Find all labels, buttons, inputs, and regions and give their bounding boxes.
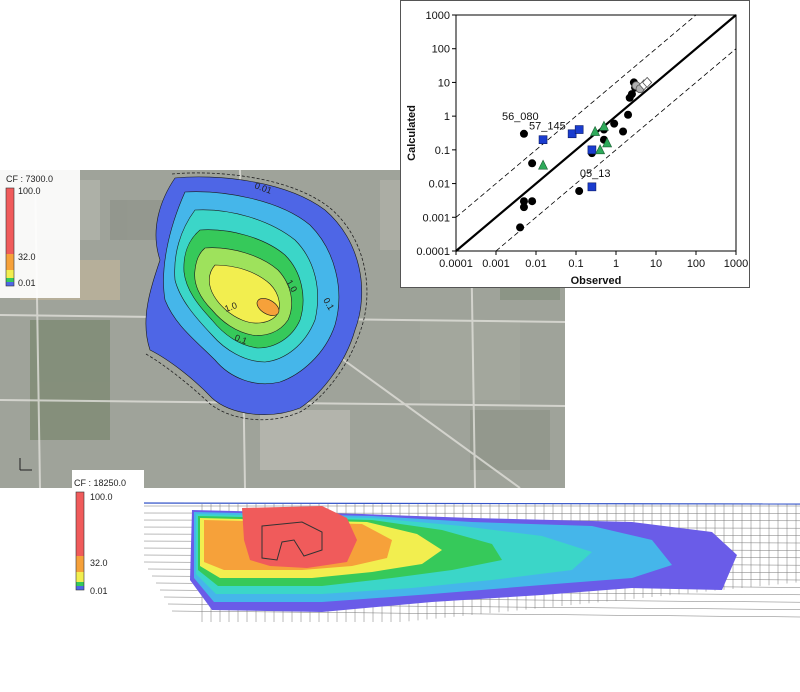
contour-label: 0.1 [233, 332, 248, 346]
x-tick-label: 1 [613, 258, 619, 270]
data-point-circle [519, 197, 528, 206]
section-color-scale: CF : 18250.0 100.0 32.0 0.01 [72, 470, 144, 600]
section-view-plot: CF : 18250.0 100.0 32.0 0.01 [72, 470, 800, 622]
data-point-circle [575, 187, 584, 196]
y-tick-label: 100 [432, 44, 450, 56]
data-point-triangle [602, 137, 613, 148]
data-point-open-diamond [642, 76, 653, 89]
data-point-circle [519, 203, 528, 212]
y-axis-ticks: 0.0001 0.001 0.01 0.1 1 10 100 1000 [416, 10, 456, 258]
point-annotation: 05_13 [580, 168, 611, 180]
x-tick-label: 10 [650, 258, 662, 270]
data-point-square [587, 145, 597, 155]
plan-cf-title: CF : 7300.0 [6, 174, 53, 184]
plan-scale-mid: 32.0 [18, 252, 36, 262]
plan-scale-max: 100.0 [18, 186, 41, 196]
data-point-circle [624, 110, 633, 119]
data-point-square [574, 125, 584, 134]
data-point-circle [519, 129, 528, 138]
north-arrow-icon [19, 458, 32, 471]
plume-outer-boundary [145, 172, 368, 421]
plan-scale-min: 0.01 [18, 278, 36, 288]
plan-color-scale: CF : 7300.0 100.0 32.0 0.01 [0, 170, 80, 298]
x-tick-label: 0.01 [525, 258, 546, 270]
data-point-circle [528, 197, 537, 206]
section-core-red [242, 506, 357, 568]
observed-calculated-scatter: 0.0001 0.001 0.01 0.1 1 10 100 1000 0.0001 0.001… [406, 10, 748, 287]
data-point-circle [610, 119, 619, 128]
data-point-circle [516, 223, 525, 232]
plume-contours [145, 176, 362, 415]
x-tick-label: 0.0001 [439, 258, 473, 270]
section-view-panel: CF : 18250.0 100.0 32.0 0.01 [72, 470, 800, 630]
section-scale-min: 0.01 [90, 586, 108, 596]
data-point-triangle [590, 125, 601, 136]
y-tick-label: 0.001 [422, 212, 450, 224]
data-point-triangle [598, 120, 609, 131]
point-annotation: 57_145 [529, 121, 566, 133]
section-scale-max: 100.0 [90, 492, 113, 502]
factor-ten-line [455, 14, 697, 218]
section-core-outline [261, 521, 323, 561]
y-tick-label: 0.0001 [416, 246, 450, 258]
y-tick-label: 1000 [426, 10, 450, 22]
section-surface-line [105, 502, 800, 505]
x-tick-label: 100 [687, 258, 705, 270]
section-cf-title: CF : 18250.0 [74, 478, 126, 488]
y-axis-title: Calculated [406, 105, 418, 161]
section-scale-mid: 32.0 [90, 558, 108, 568]
x-tick-label: 0.001 [482, 258, 510, 270]
y-tick-label: 1 [444, 111, 450, 123]
data-point-circle [528, 159, 537, 168]
contour-labels: 1.0 0.1 1.0 0.1 0.01 [223, 180, 336, 346]
data-point-triangle [538, 159, 549, 170]
data-point-square [538, 135, 548, 145]
x-tick-label: 1000 [724, 258, 748, 270]
y-tick-label: 0.1 [435, 145, 450, 157]
data-markers [516, 76, 653, 232]
scatter-panel: 0.0001 0.001 0.01 0.1 1 10 100 1000 0.0001 0.001… [400, 0, 750, 288]
point-annotation: 56_080 [502, 111, 539, 123]
data-point-triangle [595, 144, 606, 155]
x-axis-ticks: 0.0001 0.001 0.01 0.1 1 10 100 1000 [439, 251, 748, 270]
plume-core-orange [256, 298, 280, 316]
data-point-square [587, 182, 597, 192]
mesh-layer-line [171, 610, 800, 618]
x-tick-label: 0.1 [568, 258, 583, 270]
factor-ten-line [495, 48, 737, 252]
data-point-circle [627, 90, 636, 99]
y-tick-label: 10 [438, 77, 450, 89]
x-axis-title: Observed [571, 275, 622, 287]
data-point-circle [619, 127, 628, 136]
contour-label: 1.0 [223, 300, 238, 314]
y-tick-label: 0.01 [429, 179, 450, 191]
